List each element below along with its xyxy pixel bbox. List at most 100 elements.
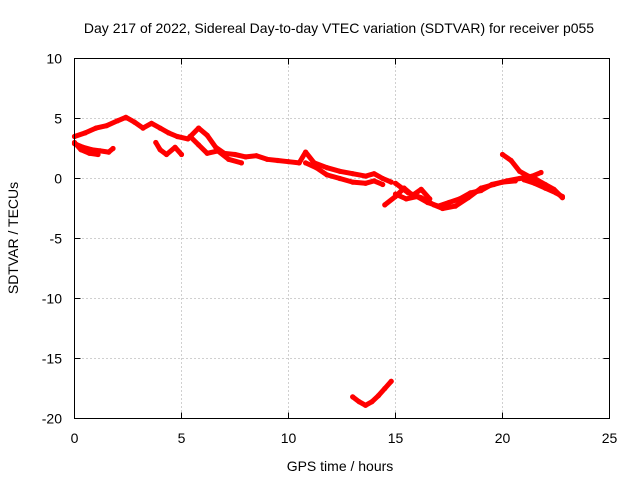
data-point [225, 156, 232, 162]
data-point [78, 147, 84, 153]
data-point [388, 179, 394, 185]
data-point [264, 156, 270, 162]
data-point [285, 159, 292, 165]
data-point [110, 145, 116, 152]
data-point [123, 114, 129, 120]
x-tick-label: 0 [71, 430, 79, 446]
data-point [427, 196, 433, 202]
data-point [418, 186, 424, 192]
data-point [371, 171, 377, 177]
data-point [525, 173, 531, 179]
y-tick-label: 0 [54, 171, 62, 187]
x-tick-label: 20 [495, 430, 511, 446]
data-point [380, 175, 386, 182]
data-point [232, 151, 238, 158]
data-point [324, 172, 330, 178]
data-point [356, 399, 362, 405]
data-point [410, 192, 416, 198]
data-point [489, 181, 495, 188]
chart-title: Day 217 of 2022, Sidereal Day-to-day VTE… [84, 20, 594, 36]
y-tick-label: 5 [54, 111, 62, 127]
data-point [375, 393, 381, 399]
data-point [452, 203, 459, 209]
data-point [369, 399, 375, 405]
x-axis-label: GPS time / hours [287, 458, 394, 474]
data-point [382, 202, 388, 208]
data-point [104, 123, 110, 129]
data-point [187, 133, 193, 140]
data-point [553, 190, 559, 196]
data-point [337, 168, 343, 174]
data-point [350, 171, 356, 177]
y-tick-label: 10 [46, 51, 62, 67]
data-point [114, 118, 120, 124]
data-point [478, 187, 484, 194]
data-point [148, 120, 155, 126]
data-point [362, 402, 369, 408]
data-point [82, 130, 88, 136]
data-point [337, 175, 343, 182]
data-point [538, 169, 544, 176]
data-point [559, 193, 566, 200]
data-point [153, 139, 159, 146]
data-point [542, 185, 548, 191]
data-point [324, 165, 330, 171]
data-point [403, 196, 409, 202]
data-point [131, 119, 138, 125]
data-point [243, 154, 249, 160]
data-point [350, 179, 356, 185]
data-point [172, 144, 178, 150]
data-point [275, 157, 281, 164]
data-point [166, 130, 172, 136]
data-point [238, 160, 245, 166]
y-tick-label: -5 [50, 231, 63, 247]
data-point [401, 185, 407, 191]
data-point [93, 125, 99, 131]
data-point [303, 160, 309, 166]
data-point [95, 151, 101, 158]
grid [74, 58, 610, 419]
data-point [382, 385, 388, 392]
data-point [204, 132, 210, 138]
data-point [512, 178, 518, 184]
data-point [499, 179, 506, 185]
y-tick-label: -15 [42, 351, 62, 367]
y-tick-labels: -20 -15 -10 -5 0 5 10 [42, 51, 62, 427]
data-point [517, 175, 523, 182]
data-point [392, 193, 399, 200]
data-point [140, 125, 146, 131]
data-point [392, 180, 399, 186]
data-point [517, 168, 523, 174]
data-point [196, 125, 202, 131]
data-point [362, 173, 369, 179]
x-tick-labels: 0 5 10 15 20 25 [71, 430, 618, 446]
data-point [508, 157, 514, 164]
data-point [215, 148, 221, 154]
data-point [362, 180, 369, 186]
data-point [532, 180, 538, 186]
data-point [303, 149, 309, 155]
data-point [499, 151, 506, 158]
x-tick-label: 10 [281, 430, 297, 446]
data-point [106, 149, 112, 155]
data-point [196, 142, 202, 148]
y-tick-label: -10 [42, 291, 62, 307]
series-trace-3 [72, 140, 101, 157]
x-tick-label: 15 [388, 430, 404, 446]
data-point [253, 153, 259, 159]
data-point [521, 177, 527, 183]
data-point [446, 199, 452, 206]
data-point [313, 165, 319, 171]
data-point [380, 181, 386, 188]
data-point [204, 150, 210, 156]
data-point [467, 190, 473, 196]
data-point [388, 378, 394, 384]
data-point [457, 196, 463, 202]
data-point [174, 133, 180, 140]
data-point [178, 151, 185, 158]
y-axis-label: SDTVAR / TECUs [5, 182, 21, 294]
data-point [435, 203, 441, 209]
data-point [371, 178, 377, 184]
series-trace-1 [72, 114, 394, 185]
data-point [86, 150, 93, 156]
